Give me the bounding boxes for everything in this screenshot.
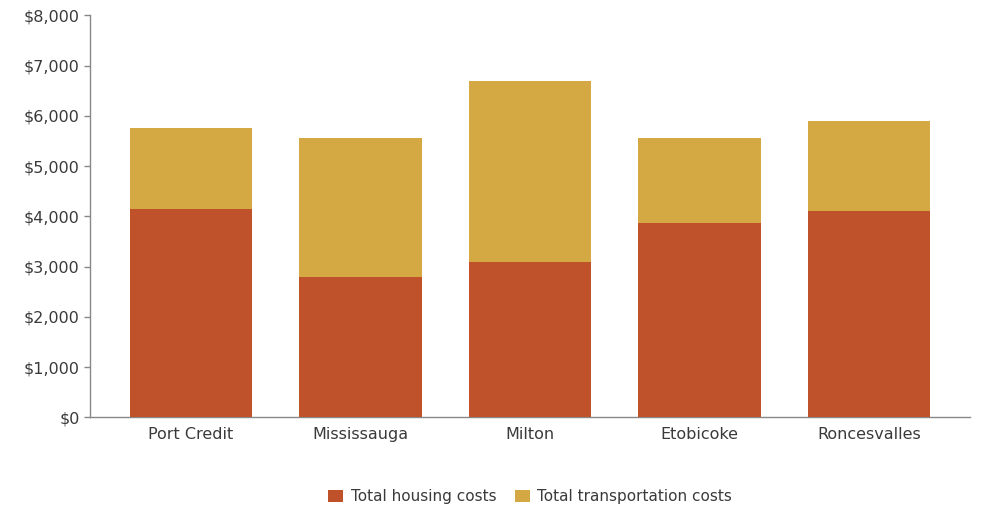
Bar xyxy=(638,138,761,222)
Bar xyxy=(299,277,422,417)
Bar xyxy=(638,222,761,417)
Bar xyxy=(469,262,591,417)
Bar xyxy=(808,211,930,417)
Bar xyxy=(808,121,930,211)
Bar xyxy=(299,138,422,277)
Bar xyxy=(469,80,591,262)
Legend: Total housing costs, Total transportation costs: Total housing costs, Total transportatio… xyxy=(322,483,738,509)
Bar xyxy=(130,209,252,417)
Bar xyxy=(130,128,252,209)
